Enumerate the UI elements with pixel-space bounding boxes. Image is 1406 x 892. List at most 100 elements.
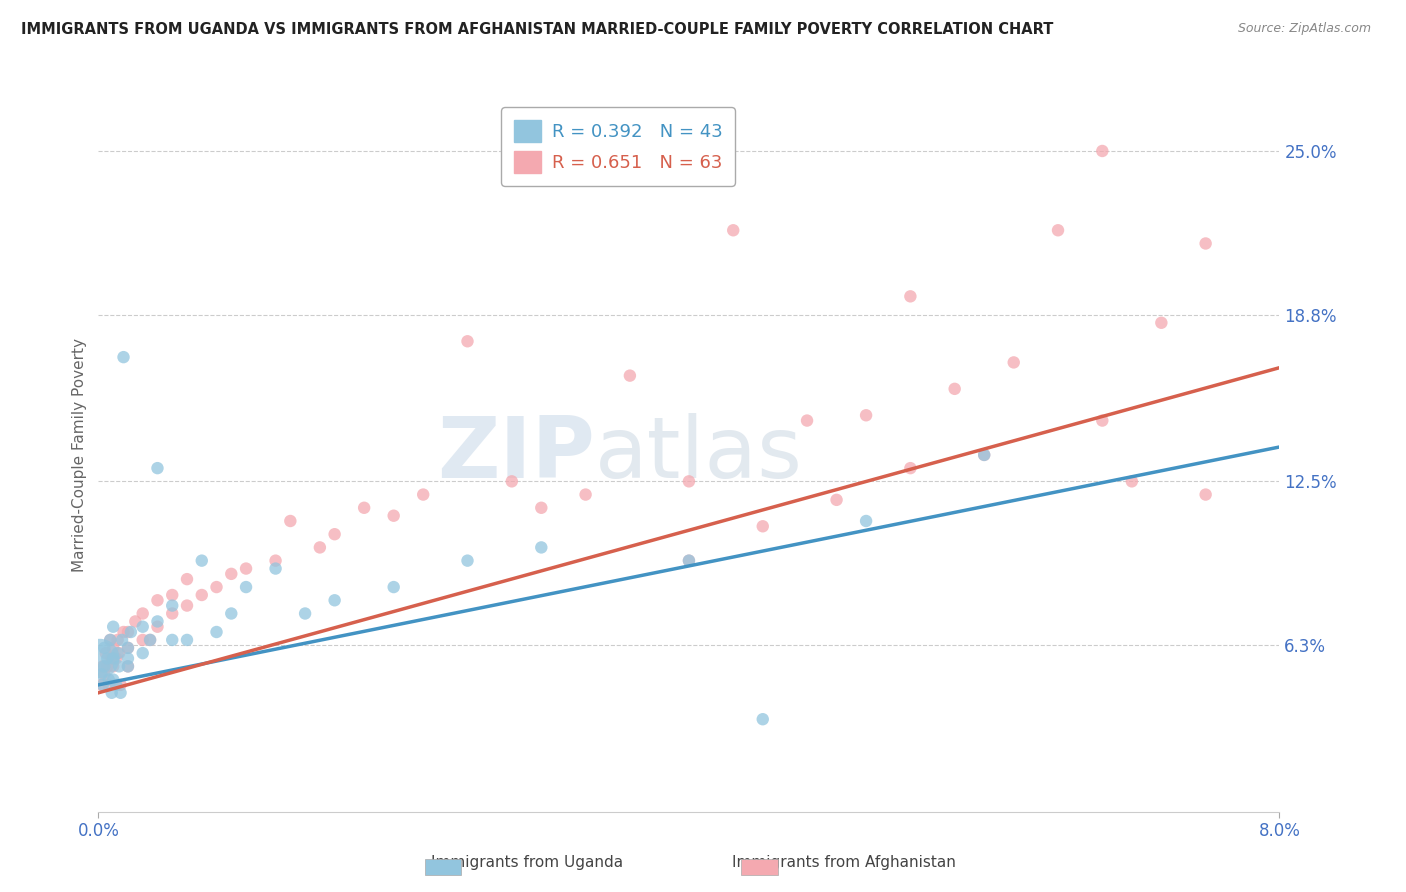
Point: [855, 409, 877, 423]
Point: [103, 651, 125, 665]
Point: [294, 607, 316, 621]
Point: [112, 625, 135, 640]
Point: [382, 580, 405, 594]
Point: [855, 514, 877, 528]
Point: [146, 461, 169, 475]
Point: [191, 554, 214, 568]
Point: [619, 368, 641, 383]
Point: [103, 620, 125, 634]
Point: [176, 632, 198, 647]
Point: [1002, 355, 1025, 369]
Point: [456, 334, 478, 349]
Point: [678, 554, 700, 568]
Point: [93, 667, 115, 681]
Point: [124, 615, 146, 629]
Point: [678, 475, 700, 489]
Point: [117, 651, 139, 665]
Point: [132, 607, 155, 621]
Point: [1194, 236, 1216, 251]
Point: [146, 593, 169, 607]
Point: [162, 632, 183, 647]
Text: ZIP: ZIP: [437, 413, 595, 497]
Point: [973, 448, 995, 462]
Point: [176, 599, 198, 613]
Point: [91, 659, 114, 673]
Point: [132, 646, 155, 660]
Point: [93, 659, 115, 673]
Point: [1194, 487, 1216, 501]
Text: atlas: atlas: [595, 413, 803, 497]
Point: [100, 686, 122, 700]
Point: [96, 651, 118, 665]
Point: [110, 678, 132, 692]
Point: [93, 640, 115, 655]
Point: [110, 686, 132, 700]
Point: [89, 651, 111, 665]
Point: [323, 527, 346, 541]
Point: [112, 350, 135, 364]
Point: [530, 541, 553, 555]
Point: [205, 625, 228, 640]
Point: [132, 620, 155, 634]
Point: [97, 673, 120, 687]
Point: [900, 461, 922, 475]
Point: [103, 659, 125, 673]
Text: Immigrants from Uganda: Immigrants from Uganda: [432, 855, 623, 870]
Point: [108, 659, 131, 673]
Point: [1046, 223, 1069, 237]
Point: [105, 651, 128, 665]
Point: [943, 382, 966, 396]
Text: Immigrants from Afghanistan: Immigrants from Afghanistan: [731, 855, 956, 870]
Point: [796, 413, 818, 427]
Point: [132, 632, 155, 647]
Point: [1091, 413, 1114, 427]
Point: [162, 588, 183, 602]
Point: [574, 487, 596, 501]
Point: [97, 678, 120, 692]
Point: [111, 632, 134, 647]
Point: [117, 659, 139, 673]
Point: [162, 599, 183, 613]
Point: [103, 640, 125, 655]
Point: [98, 632, 121, 647]
Point: [412, 487, 434, 501]
Point: [117, 640, 139, 655]
Point: [107, 632, 129, 647]
Point: [456, 554, 478, 568]
Point: [103, 673, 125, 687]
Point: [98, 632, 121, 647]
Point: [530, 500, 553, 515]
Point: [323, 593, 346, 607]
Point: [90, 667, 112, 681]
Point: [751, 712, 773, 726]
Point: [107, 646, 129, 660]
Point: [900, 289, 922, 303]
Point: [139, 632, 162, 647]
Point: [1121, 475, 1143, 489]
Y-axis label: Married-Couple Family Poverty: Married-Couple Family Poverty: [72, 338, 87, 572]
Point: [105, 678, 128, 692]
Point: [219, 607, 242, 621]
Point: [91, 678, 114, 692]
Point: [751, 519, 773, 533]
Point: [308, 541, 332, 555]
Point: [100, 651, 122, 665]
Point: [146, 620, 169, 634]
Point: [501, 475, 523, 489]
Point: [94, 646, 117, 660]
Point: [278, 514, 302, 528]
Text: Source: ZipAtlas.com: Source: ZipAtlas.com: [1237, 22, 1371, 36]
Point: [117, 625, 139, 640]
Point: [825, 492, 848, 507]
Point: [721, 223, 744, 237]
Point: [176, 572, 198, 586]
Point: [678, 554, 700, 568]
Point: [162, 607, 183, 621]
Point: [205, 580, 228, 594]
Point: [1091, 144, 1114, 158]
Point: [146, 615, 169, 629]
Point: [973, 448, 995, 462]
Point: [117, 640, 139, 655]
Point: [1150, 316, 1173, 330]
Text: IMMIGRANTS FROM UGANDA VS IMMIGRANTS FROM AFGHANISTAN MARRIED-COUPLE FAMILY POVE: IMMIGRANTS FROM UGANDA VS IMMIGRANTS FRO…: [21, 22, 1053, 37]
